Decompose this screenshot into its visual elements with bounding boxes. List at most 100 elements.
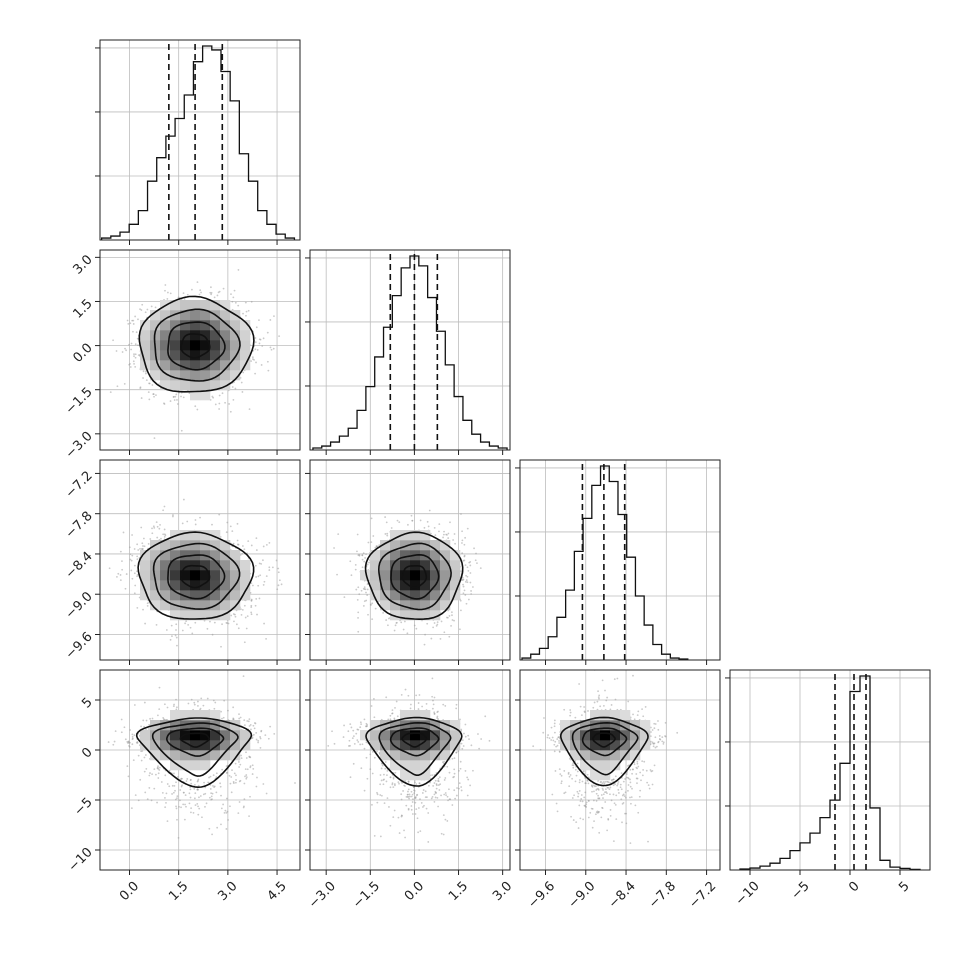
sample-point — [369, 768, 372, 771]
sample-point — [267, 737, 270, 740]
sample-point — [120, 731, 123, 734]
sample-point — [373, 697, 375, 700]
sample-point — [253, 727, 256, 730]
sample-point — [172, 514, 174, 516]
sample-point — [200, 697, 203, 700]
density-cell — [230, 590, 241, 601]
density-cell — [390, 600, 401, 611]
sample-point — [415, 808, 418, 811]
sample-point — [199, 795, 202, 797]
sample-point — [229, 410, 232, 413]
sample-point — [143, 725, 146, 728]
sample-point — [128, 343, 130, 346]
sample-point — [165, 629, 168, 631]
density-cell — [170, 580, 181, 591]
sample-point — [208, 776, 210, 779]
sample-point — [277, 567, 280, 570]
density-cell — [610, 760, 621, 771]
sample-point — [136, 555, 139, 558]
density-cell — [230, 340, 241, 351]
sample-point — [173, 772, 175, 775]
sample-point — [564, 791, 567, 794]
sample-point — [418, 694, 421, 696]
sample-point — [622, 780, 625, 783]
sample-point — [415, 794, 418, 797]
sample-point — [445, 794, 447, 796]
sample-point — [462, 578, 465, 581]
sample-point — [431, 707, 434, 710]
sample-point — [371, 803, 373, 806]
density-cell — [560, 720, 571, 731]
sample-point — [121, 560, 123, 563]
sample-point — [352, 762, 355, 765]
sample-point — [354, 563, 357, 566]
sample-point — [212, 785, 214, 787]
sample-point — [404, 688, 407, 691]
sample-point — [172, 395, 175, 398]
sample-point — [145, 370, 147, 373]
sample-point — [255, 598, 258, 600]
sample-point — [453, 533, 456, 535]
sample-point — [443, 631, 446, 634]
density-cell — [210, 580, 221, 591]
sample-point — [385, 619, 388, 621]
sample-point — [116, 575, 118, 578]
sample-point — [622, 793, 625, 796]
sample-point — [404, 785, 406, 787]
sample-point — [124, 738, 127, 741]
density-cell — [220, 720, 231, 731]
sample-point — [139, 778, 142, 781]
sample-point — [422, 806, 424, 808]
sample-point — [229, 782, 232, 785]
sample-point — [113, 740, 116, 743]
density-cell — [170, 590, 181, 601]
sample-point — [353, 742, 356, 745]
sample-point — [179, 789, 182, 791]
sample-point — [407, 790, 409, 793]
sample-point — [136, 606, 139, 609]
sample-point — [241, 545, 244, 547]
sample-point — [240, 757, 243, 759]
sample-point — [469, 784, 472, 787]
sample-point — [586, 779, 589, 782]
sample-point — [127, 740, 130, 743]
density-cell — [600, 710, 611, 721]
sample-point — [190, 698, 193, 701]
density-cell — [230, 750, 241, 761]
sample-point — [186, 293, 189, 296]
sample-point — [433, 526, 436, 529]
sample-point — [652, 742, 655, 745]
sample-point — [112, 339, 114, 342]
density-cell — [200, 610, 211, 621]
sample-point — [224, 809, 227, 812]
sample-point — [604, 780, 607, 783]
sample-point — [234, 615, 237, 618]
sample-point — [151, 532, 154, 535]
sample-point — [664, 735, 667, 738]
sample-point — [437, 718, 440, 720]
density-cell — [220, 560, 231, 571]
density-cell — [590, 740, 601, 751]
density-cell — [370, 590, 381, 601]
sample-point — [156, 767, 159, 770]
density-cell — [400, 540, 411, 551]
sample-point — [571, 797, 574, 799]
sample-point — [362, 605, 365, 607]
sample-point — [148, 382, 151, 385]
sample-point — [360, 767, 363, 770]
sample-point — [427, 841, 430, 843]
sample-point — [150, 305, 153, 308]
sample-point — [409, 707, 412, 710]
sample-point — [455, 794, 458, 797]
sample-point — [380, 794, 383, 797]
sample-point — [234, 762, 237, 765]
sample-point — [627, 784, 630, 786]
sample-point — [273, 315, 275, 318]
sample-point — [152, 525, 155, 528]
sample-point — [426, 622, 429, 625]
sample-point — [415, 694, 418, 697]
sample-point — [558, 768, 561, 771]
sample-point — [150, 799, 153, 802]
sample-point — [262, 584, 265, 586]
sample-point — [336, 573, 338, 576]
